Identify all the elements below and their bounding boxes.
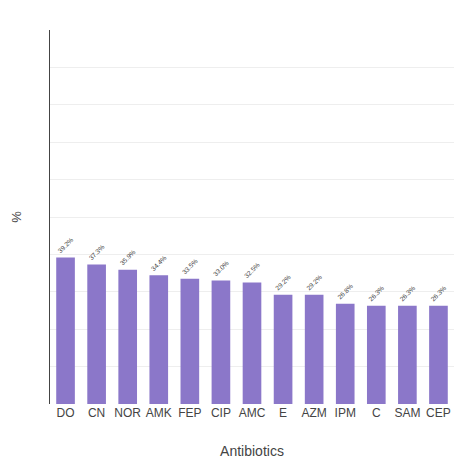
svg-text:FEP: FEP [178,406,201,420]
svg-text:E: E [279,406,287,420]
svg-text:29.2%: 29.2% [305,273,323,291]
svg-text:DO: DO [57,406,75,420]
svg-text:32.5%: 32.5% [243,261,261,279]
svg-text:Antibiotics: Antibiotics [220,443,284,459]
svg-text:SAM: SAM [394,406,420,420]
svg-text:26.3%: 26.3% [429,284,447,302]
svg-text:CIP: CIP [211,406,231,420]
svg-text:34.4%: 34.4% [150,254,168,272]
svg-text:26.3%: 26.3% [367,284,385,302]
svg-text:AMC: AMC [239,406,266,420]
svg-text:IPM: IPM [335,406,356,420]
svg-text:29.2%: 29.2% [274,273,292,291]
svg-text:33.5%: 33.5% [181,257,199,275]
svg-text:33.0%: 33.0% [212,259,230,277]
svg-text:CEP: CEP [426,406,451,420]
svg-text:AMK: AMK [146,406,172,420]
svg-text:26.3%: 26.3% [398,284,416,302]
svg-text:AZM: AZM [301,406,326,420]
svg-text:C: C [372,406,381,420]
svg-text:NOR: NOR [114,406,141,420]
svg-text:39.2%: 39.2% [56,236,74,254]
svg-text:37.3%: 37.3% [87,243,105,261]
svg-text:CN: CN [88,406,105,420]
svg-text:35.9%: 35.9% [118,248,136,266]
svg-text:26.8%: 26.8% [336,282,354,300]
svg-text:%: % [9,211,24,223]
